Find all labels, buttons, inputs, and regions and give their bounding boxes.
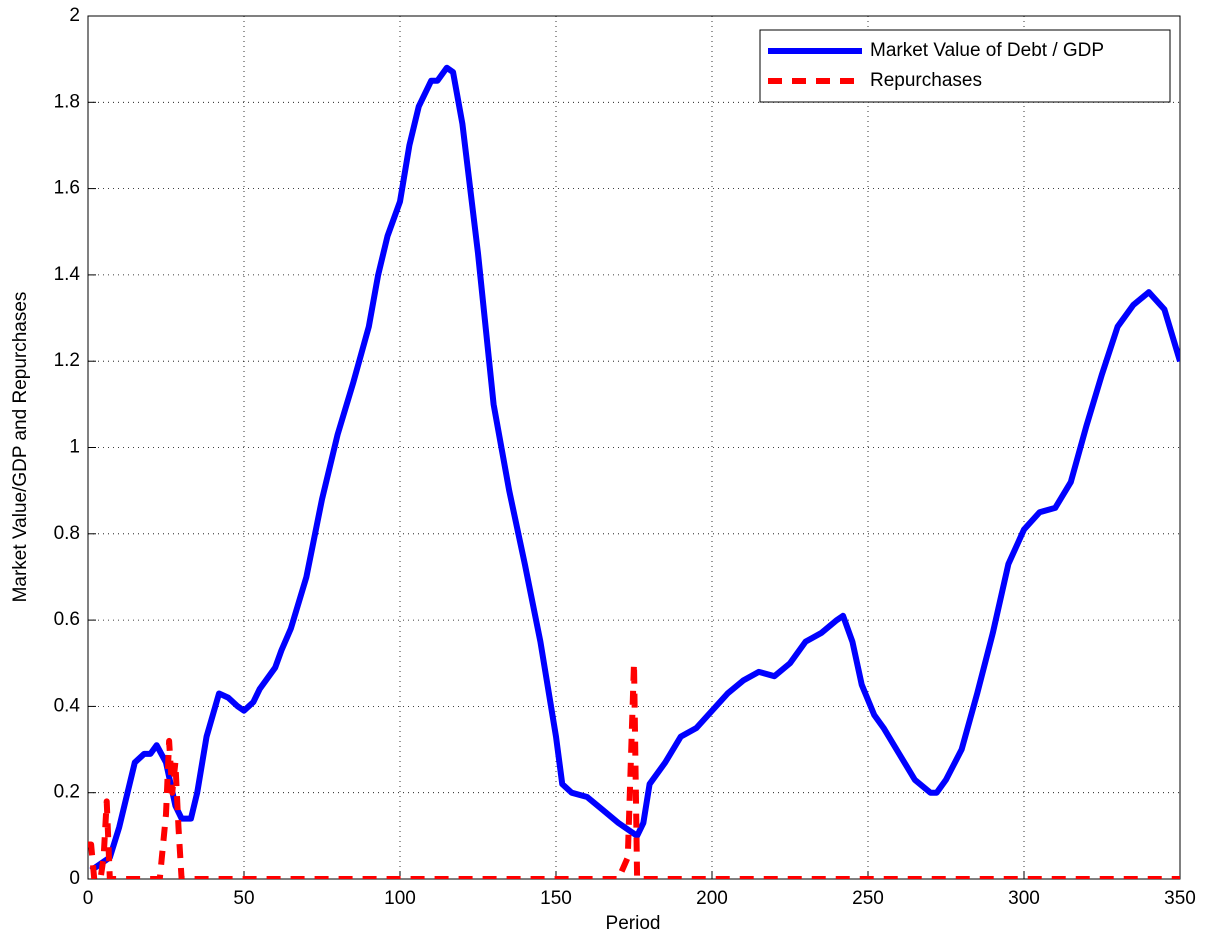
x-tick-label: 300	[1008, 888, 1040, 909]
series-line	[89, 64, 1180, 873]
series-line	[88, 660, 1180, 879]
x-tick-label: 0	[83, 888, 94, 909]
y-tick-label: 1.8	[54, 91, 80, 112]
y-tick-label: 0.2	[54, 782, 80, 803]
x-tick-label: 150	[540, 888, 572, 909]
x-axis-label: Period	[606, 913, 661, 934]
y-tick-label: 1.4	[54, 264, 81, 285]
y-tick-label: 0.8	[54, 523, 80, 544]
y-tick-label: 1.6	[54, 178, 80, 199]
x-tick-label: 100	[384, 888, 416, 909]
x-tick-label: 350	[1164, 888, 1196, 909]
y-axis-label: Market Value/GDP and Repurchases	[10, 292, 31, 603]
y-tick-label: 1.2	[54, 350, 80, 371]
legend-box	[759, 29, 1171, 103]
legend-label: Market Value of Debt / GDP	[870, 40, 1104, 61]
x-tick-label: 50	[233, 888, 254, 909]
y-tick-label: 2	[69, 5, 80, 26]
plot-frame	[87, 15, 1181, 880]
x-tick-label: 250	[852, 888, 884, 909]
y-tick-label: 0.6	[54, 609, 80, 630]
y-tick-label: 0	[69, 868, 80, 889]
y-tick-label: 0.4	[54, 695, 81, 716]
x-tick-label: 200	[696, 888, 728, 909]
y-tick-label: 1	[69, 437, 80, 458]
legend-label: Repurchases	[870, 70, 982, 91]
